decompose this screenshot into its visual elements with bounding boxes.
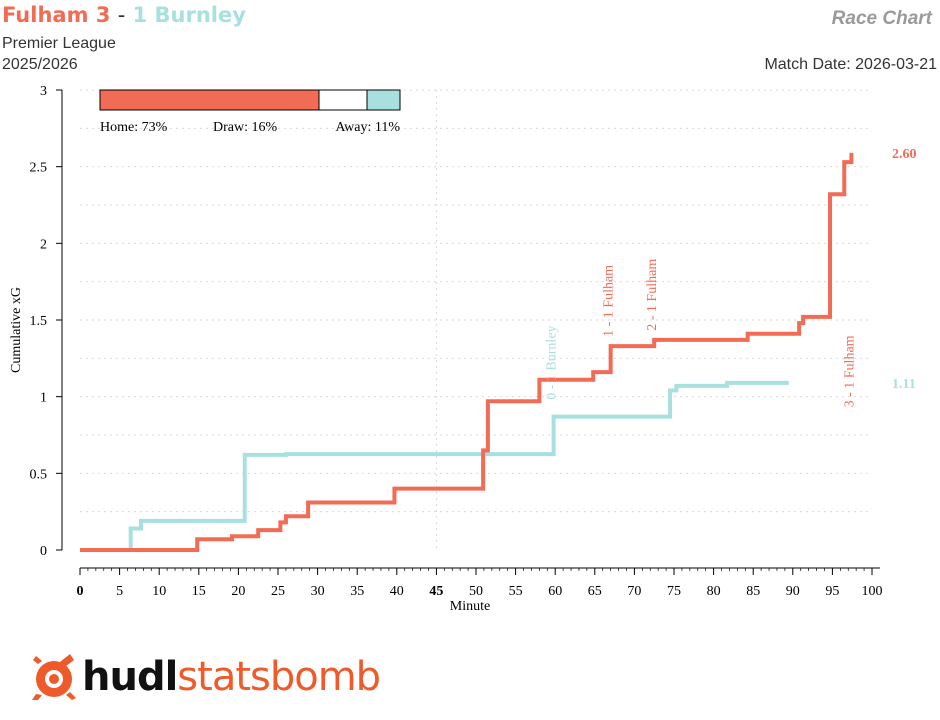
chart-grid: [80, 89, 872, 550]
y-ticks: 0 0.5 1 1.5 2 2.5 3: [30, 84, 62, 559]
season-label: 2025/2026: [2, 56, 78, 73]
win-probability-bar: Home: 73% Draw: 16% Away: 11%: [99, 89, 401, 135]
series-lines: 1.11 2.60: [80, 147, 917, 552]
series-final-label-fulham: 2.60: [892, 147, 917, 162]
chart-type-label: Race Chart: [831, 8, 932, 29]
goal-annotations: 0 - 1 Burnley 1 - 1 Fulham 2 - 1 Fulham 3 -…: [545, 259, 858, 408]
x-tick-label: 100: [862, 584, 883, 599]
x-tick-label: 90: [786, 584, 800, 599]
series-final-label-burnley: 1.11: [892, 377, 916, 392]
x-tick-label: 10: [152, 584, 166, 599]
goal-annotation: 3 - 1 Fulham: [842, 335, 857, 407]
y-tick-label: 3: [40, 84, 47, 99]
x-tick-label: 75: [667, 584, 681, 599]
away-score: 1: [132, 3, 148, 27]
series-line-fulham: [80, 152, 854, 552]
match-title: Fulham 3 - 1 Burnley: [2, 3, 246, 27]
x-tick-label: 20: [231, 584, 245, 599]
x-tick-label: 65: [588, 584, 602, 599]
goal-annotation: 1 - 1 Fulham: [602, 265, 617, 337]
goal-annotation: 2 - 1 Fulham: [645, 259, 660, 331]
hudl-statsbomb-logo: hudlstatsbomb: [30, 652, 381, 702]
win-prob-home-segment: [99, 89, 320, 111]
x-tick-label: 25: [271, 584, 285, 599]
y-tick-label: 2: [40, 237, 47, 252]
win-prob-draw-label: Draw: 16%: [213, 120, 277, 135]
home-score: 3: [95, 3, 111, 27]
match-date: Match Date: 2026-03-21: [764, 56, 937, 73]
logo-word-statsbomb: statsbomb: [177, 654, 381, 700]
x-tick-label: 45: [429, 584, 443, 599]
x-tick-label: 70: [627, 584, 641, 599]
x-tick-label: 15: [192, 584, 206, 599]
x-tick-label: 35: [350, 584, 364, 599]
y-axis-label: Cumulative xG: [9, 287, 24, 373]
y-tick-label: 1.5: [30, 314, 48, 329]
y-tick-label: 0: [40, 544, 47, 559]
home-team-name: Fulham: [2, 3, 89, 27]
x-tick-label: 60: [548, 584, 562, 599]
x-tick-label: 0: [77, 584, 84, 599]
score-separator: -: [117, 3, 126, 27]
logo-word-hudl: hudl: [82, 654, 178, 700]
x-tick-label: 95: [825, 584, 839, 599]
goal-annotation: 0 - 1 Burnley: [545, 325, 560, 399]
series-line-burnley: [80, 380, 789, 552]
x-ticks: 0 5 10 15 20 25 30 35 40 45 50 55 60 65 70 75 80 85 90 95 10…: [77, 568, 883, 599]
x-tick-label: 50: [469, 584, 483, 599]
x-tick-label: 30: [311, 584, 325, 599]
x-tick-label: 40: [390, 584, 404, 599]
win-prob-draw-segment: [318, 89, 368, 111]
statsbomb-logo-icon: [32, 654, 76, 700]
competition-label: Premier League: [2, 35, 116, 52]
chart-axes: [61, 90, 880, 569]
x-tick-label: 85: [746, 584, 760, 599]
away-team-name: Burnley: [154, 3, 246, 27]
win-prob-home-label: Home: 73%: [100, 120, 168, 135]
y-tick-label: 1: [40, 391, 47, 406]
y-tick-label: 2.5: [30, 161, 48, 176]
x-tick-label: 5: [116, 584, 123, 599]
win-prob-away-label: Away: 11%: [335, 120, 400, 135]
win-prob-away-segment: [366, 89, 401, 111]
x-tick-label: 80: [707, 584, 721, 599]
y-tick-label: 0.5: [30, 467, 48, 482]
x-tick-label: 55: [509, 584, 523, 599]
x-axis-label: Minute: [450, 599, 490, 614]
